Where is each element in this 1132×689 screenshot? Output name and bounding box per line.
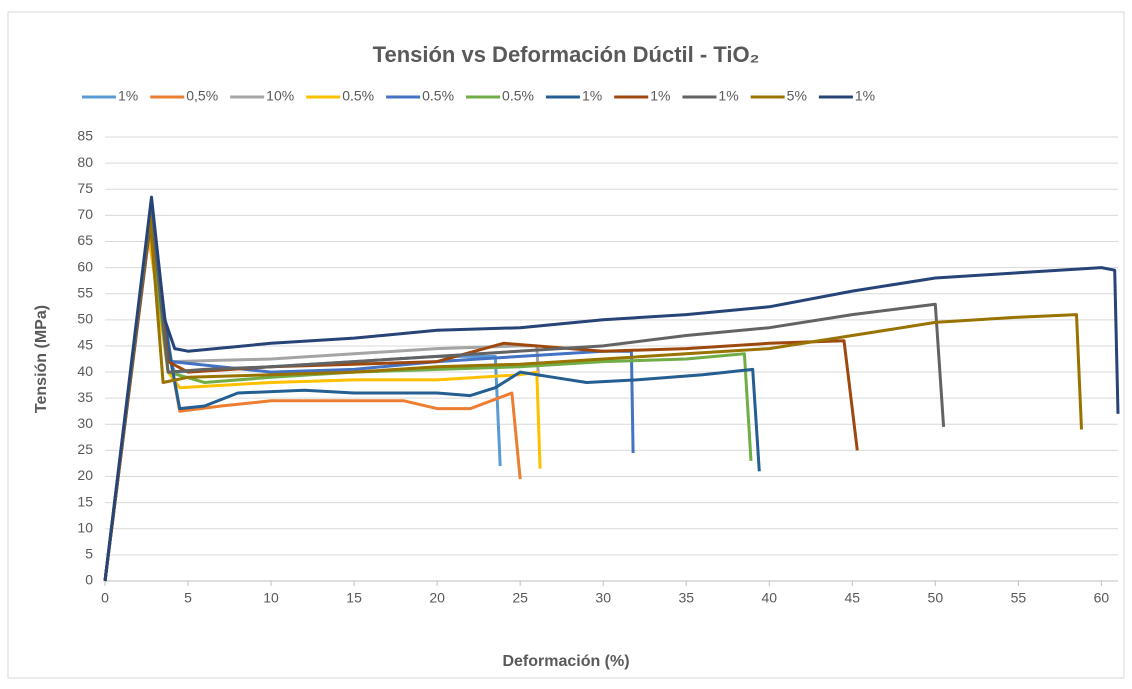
x-tick-label: 15 bbox=[346, 590, 362, 606]
data-line bbox=[103, 208, 946, 582]
legend-label: 0,5% bbox=[186, 88, 218, 104]
x-tick-label: 50 bbox=[928, 590, 944, 606]
x-axis-title: Deformación (%) bbox=[502, 653, 629, 670]
y-tick-label: 70 bbox=[77, 206, 93, 222]
y-axis-title: Tensión (MPa) bbox=[33, 305, 50, 413]
y-tick-label: 20 bbox=[77, 467, 93, 483]
legend-label: 1% bbox=[718, 88, 738, 104]
y-tick-label: 75 bbox=[77, 180, 93, 196]
data-line bbox=[103, 203, 761, 582]
legend-label: 1% bbox=[582, 88, 602, 104]
x-tick-label: 55 bbox=[1011, 590, 1027, 606]
x-tick-label: 10 bbox=[263, 590, 279, 606]
x-tick-label: 0 bbox=[101, 590, 109, 606]
y-tick-label: 5 bbox=[85, 546, 93, 562]
y-tick-label: 15 bbox=[77, 493, 93, 509]
y-tick-label: 45 bbox=[77, 337, 93, 353]
legend-label: 0.5% bbox=[422, 88, 454, 104]
y-tick-label: 30 bbox=[77, 415, 93, 431]
y-tick-label: 55 bbox=[77, 284, 93, 300]
legend-label: 1% bbox=[650, 88, 670, 104]
y-tick-label: 35 bbox=[77, 389, 93, 405]
y-tick-label: 85 bbox=[77, 128, 93, 144]
data-line bbox=[103, 213, 1083, 582]
y-tick-label: 60 bbox=[77, 258, 93, 274]
y-tick-label: 50 bbox=[77, 311, 93, 327]
legend-label: 0.5% bbox=[502, 88, 534, 104]
y-tick-label: 0 bbox=[85, 572, 93, 588]
y-tick-label: 80 bbox=[77, 154, 93, 170]
x-tick-label: 45 bbox=[845, 590, 861, 606]
legend-label: 1% bbox=[118, 88, 138, 104]
y-tick-label: 40 bbox=[77, 363, 93, 379]
x-tick-label: 20 bbox=[429, 590, 445, 606]
x-tick-label: 5 bbox=[184, 590, 192, 606]
data-line bbox=[103, 195, 1120, 582]
x-tick-label: 25 bbox=[512, 590, 528, 606]
x-tick-label: 60 bbox=[1094, 590, 1110, 606]
x-tick-label: 30 bbox=[595, 590, 611, 606]
y-tick-label: 25 bbox=[77, 441, 93, 457]
legend-label: 1% bbox=[855, 88, 875, 104]
x-tick-label: 40 bbox=[761, 590, 777, 606]
y-tick-label: 10 bbox=[77, 519, 93, 535]
chart-title: Tensión vs Deformación Dúctil - TiO₂ bbox=[373, 42, 760, 67]
x-tick-label: 35 bbox=[678, 590, 694, 606]
chart-frame bbox=[7, 11, 1125, 679]
legend-label: 0.5% bbox=[342, 88, 374, 104]
legend-label: 10% bbox=[266, 88, 294, 104]
legend-label: 5% bbox=[787, 88, 807, 104]
y-tick-label: 65 bbox=[77, 232, 93, 248]
